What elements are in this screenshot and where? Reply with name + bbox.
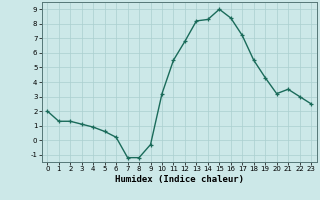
X-axis label: Humidex (Indice chaleur): Humidex (Indice chaleur) [115,175,244,184]
